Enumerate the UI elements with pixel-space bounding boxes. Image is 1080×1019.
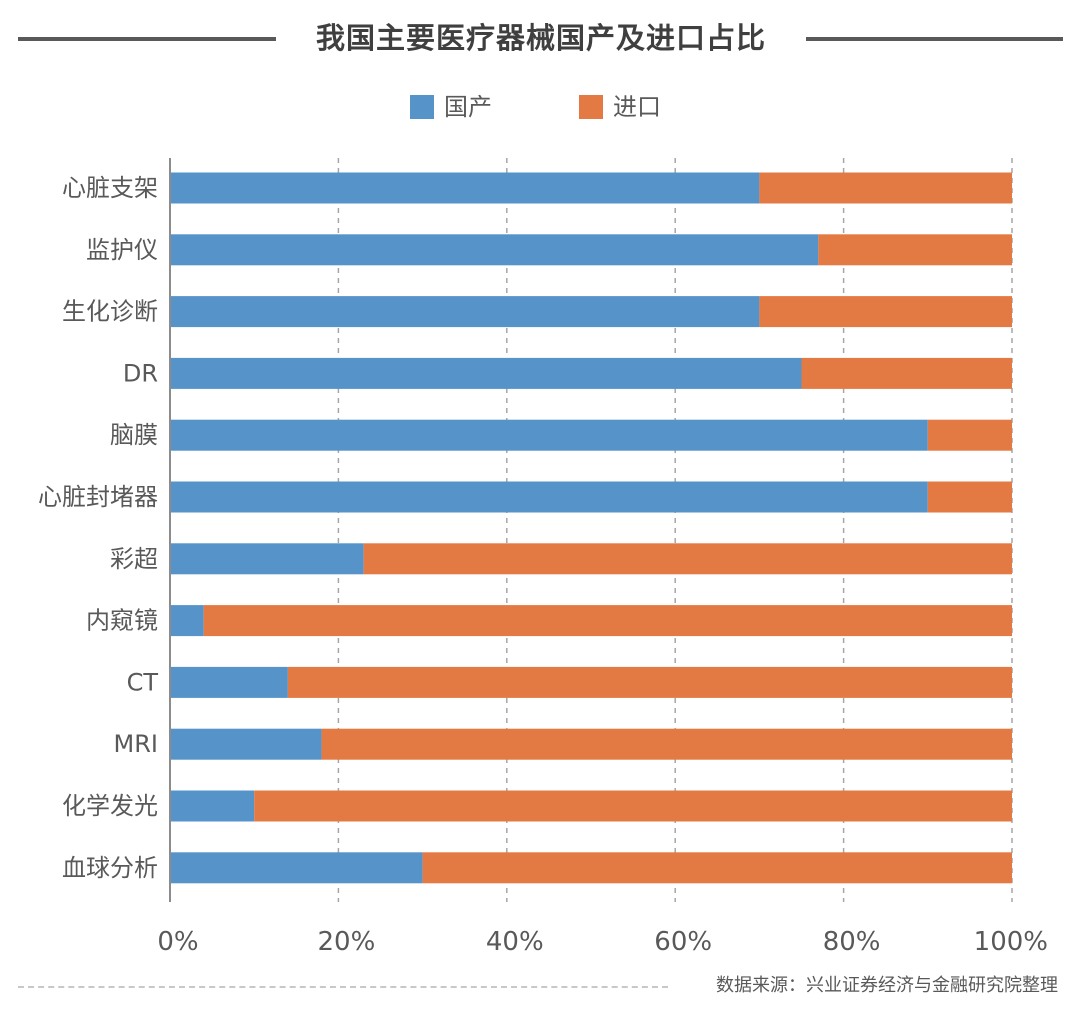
bar-domestic (170, 605, 204, 637)
category-label: 脑膜 (110, 421, 158, 449)
bar-import (927, 419, 1012, 451)
bar-import (927, 481, 1012, 513)
bar-import (321, 728, 1012, 760)
bar-domestic (170, 481, 928, 513)
bar-domestic (170, 728, 322, 760)
source-note: 数据来源：兴业证券经济与金融研究院整理 (716, 975, 1058, 996)
category-label: 血球分析 (62, 854, 158, 882)
bar-domestic (170, 419, 928, 451)
legend-swatch-import (579, 95, 603, 119)
bar-import (287, 666, 1012, 698)
bar-domestic (170, 790, 255, 822)
bar-import (203, 605, 1012, 637)
x-tick-label: 0% (157, 927, 198, 957)
category-label: CT (127, 668, 159, 696)
category-label: DR (123, 359, 158, 387)
bar-import (801, 357, 1012, 389)
bar-domestic (170, 852, 423, 884)
bar-domestic (170, 172, 760, 204)
bar-import (818, 234, 1012, 266)
category-label: 心脏支架 (62, 174, 158, 202)
source-divider (18, 986, 668, 988)
legend-label-domestic: 国产 (444, 93, 492, 121)
category-label: MRI (114, 730, 158, 758)
category-label: 内窥镜 (86, 607, 158, 635)
title-rule-left (18, 37, 276, 41)
bar-domestic (170, 357, 802, 389)
x-tick-label: 40% (486, 927, 544, 957)
category-label: 心脏封堵器 (38, 483, 158, 511)
bar-domestic (170, 543, 364, 575)
category-label: 监护仪 (86, 236, 158, 264)
bar-import (759, 172, 1012, 204)
x-tick-label: 80% (823, 927, 881, 957)
category-label: 化学发光 (62, 792, 158, 820)
bar-import (759, 296, 1012, 328)
bar-domestic (170, 234, 819, 266)
x-tick-label: 20% (318, 927, 376, 957)
x-tick-label: 100% (974, 927, 1048, 957)
bar-domestic (170, 296, 760, 328)
bar-import (254, 790, 1012, 822)
bar-domestic (170, 666, 288, 698)
chart-title: 我国主要医疗器械国产及进口占比 (315, 21, 766, 55)
title-rule-right (806, 37, 1063, 41)
x-tick-label: 60% (654, 927, 712, 957)
bar-import (363, 543, 1012, 575)
category-label: 生化诊断 (62, 298, 158, 326)
category-label: 彩超 (110, 545, 158, 573)
legend-swatch-domestic (410, 95, 434, 119)
bar-import (422, 852, 1013, 884)
legend-label-import: 进口 (613, 93, 661, 121)
